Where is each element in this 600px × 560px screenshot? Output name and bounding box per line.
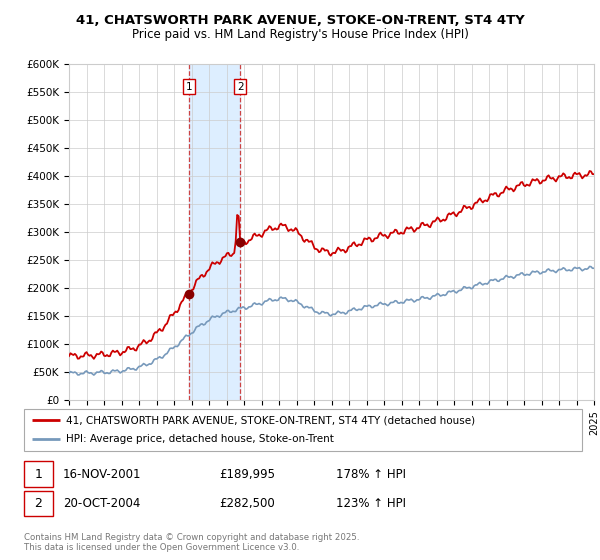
FancyBboxPatch shape <box>24 491 53 516</box>
Text: 41, CHATSWORTH PARK AVENUE, STOKE-ON-TRENT, ST4 4TY: 41, CHATSWORTH PARK AVENUE, STOKE-ON-TRE… <box>76 14 524 27</box>
Text: 16-NOV-2001: 16-NOV-2001 <box>63 468 142 481</box>
Text: £189,995: £189,995 <box>220 468 275 481</box>
Text: 1: 1 <box>186 82 193 92</box>
FancyBboxPatch shape <box>24 409 582 451</box>
Text: 178% ↑ HPI: 178% ↑ HPI <box>337 468 406 481</box>
Text: 20-OCT-2004: 20-OCT-2004 <box>63 497 140 510</box>
FancyBboxPatch shape <box>24 461 53 487</box>
Text: 123% ↑ HPI: 123% ↑ HPI <box>337 497 406 510</box>
Text: 2: 2 <box>35 497 43 510</box>
Text: 1: 1 <box>35 468 43 481</box>
Bar <box>190 64 241 400</box>
Text: £282,500: £282,500 <box>220 497 275 510</box>
Text: 41, CHATSWORTH PARK AVENUE, STOKE-ON-TRENT, ST4 4TY (detached house): 41, CHATSWORTH PARK AVENUE, STOKE-ON-TRE… <box>66 415 475 425</box>
Text: Price paid vs. HM Land Registry's House Price Index (HPI): Price paid vs. HM Land Registry's House … <box>131 28 469 41</box>
Text: Contains HM Land Registry data © Crown copyright and database right 2025.
This d: Contains HM Land Registry data © Crown c… <box>24 533 359 552</box>
Text: HPI: Average price, detached house, Stoke-on-Trent: HPI: Average price, detached house, Stok… <box>66 435 334 445</box>
Text: 2: 2 <box>237 82 244 92</box>
